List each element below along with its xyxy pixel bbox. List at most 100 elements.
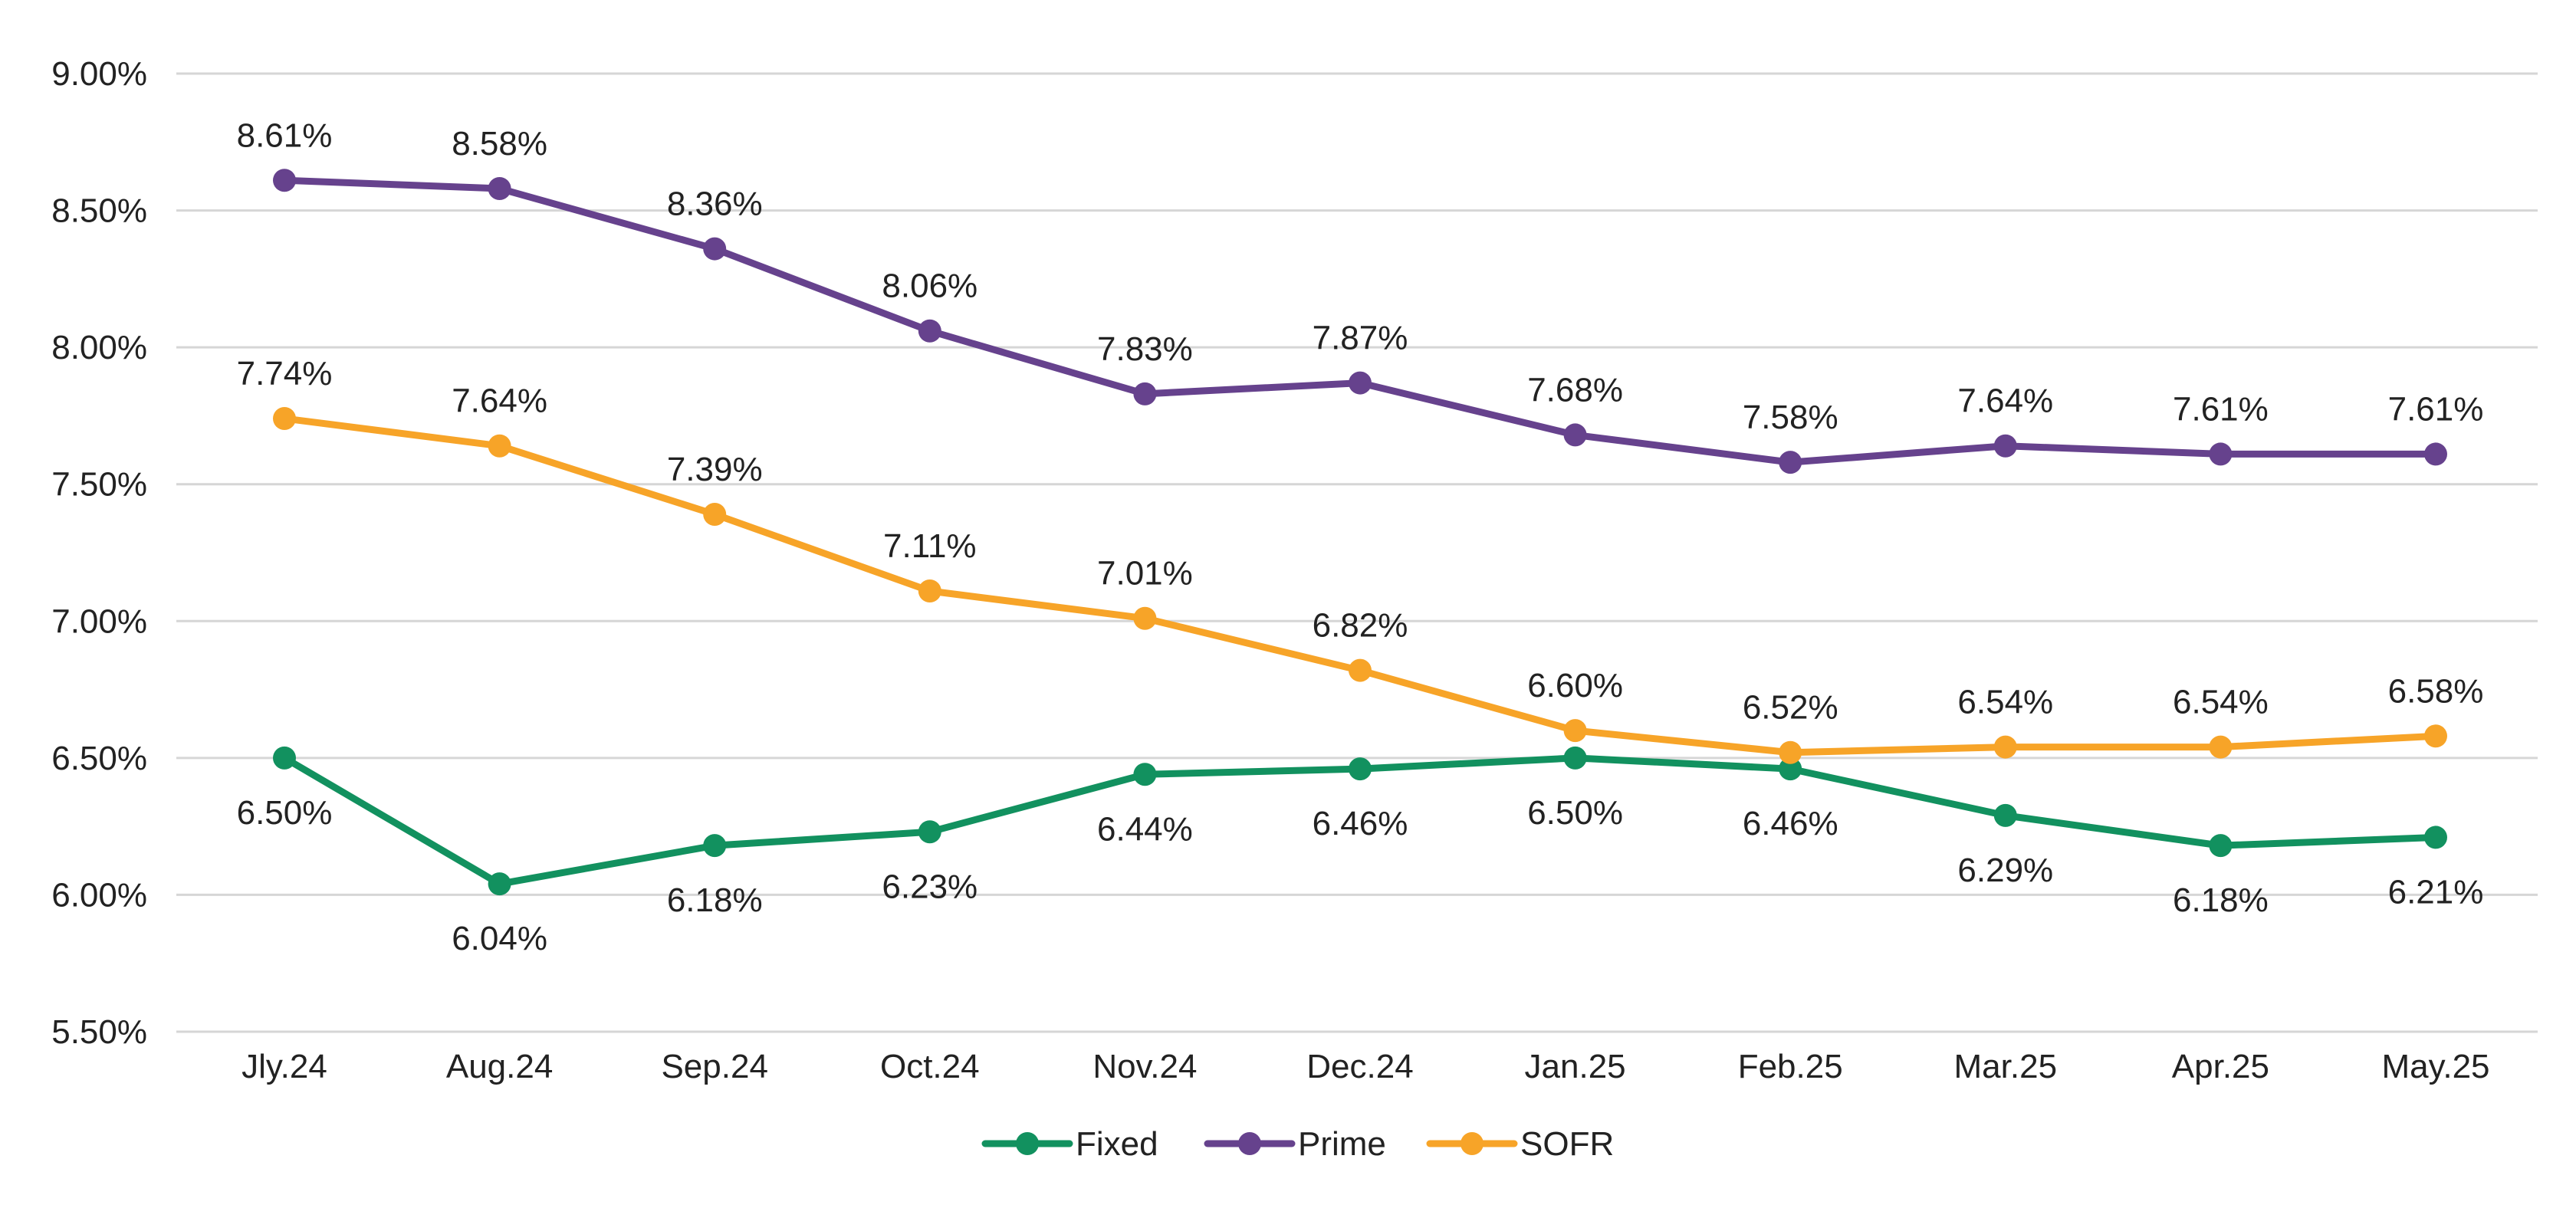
legend-item-sofr[interactable]: SOFR: [1426, 1125, 1614, 1163]
data-label-sofr: 7.01%: [1097, 555, 1193, 593]
data-point-prime[interactable]: [2424, 442, 2447, 466]
y-tick-label: 5.50%: [51, 1013, 147, 1051]
data-point-prime[interactable]: [1349, 371, 1372, 395]
data-point-prime[interactable]: [1779, 451, 1802, 474]
data-point-sofr[interactable]: [273, 407, 296, 430]
x-tick-label: Apr.25: [2172, 1048, 2269, 1085]
y-tick-label: 8.00%: [51, 329, 147, 366]
data-point-sofr[interactable]: [2209, 735, 2233, 759]
y-axis-tick-labels: 5.50% 6.00% 6.50% 7.00% 7.50% 8.00% 8.50% 9.00%: [51, 55, 147, 1051]
x-tick-label: Jan.25: [1525, 1048, 1626, 1085]
data-label-fixed: 6.21%: [2388, 873, 2484, 911]
data-label-prime: 7.87%: [1313, 320, 1408, 357]
data-label-sofr: 6.52%: [1743, 689, 1838, 727]
data-label-fixed: 6.04%: [452, 920, 547, 957]
data-label-fixed: 6.46%: [1743, 805, 1838, 842]
legend-item-prime[interactable]: Prime: [1204, 1125, 1386, 1163]
x-tick-label: Mar.25: [1954, 1048, 2058, 1085]
data-label-sofr: 7.64%: [452, 382, 547, 420]
legend[interactable]: Fixed Prime SOFR: [981, 1125, 1614, 1163]
data-label-fixed: 6.46%: [1313, 805, 1408, 842]
data-label-prime: 7.58%: [1743, 399, 1838, 436]
data-label-sofr: 6.54%: [1957, 684, 2053, 721]
series-prime: [273, 169, 2447, 474]
data-point-prime[interactable]: [1993, 434, 2017, 458]
data-point-prime[interactable]: [2209, 442, 2233, 466]
data-label-fixed: 6.44%: [1097, 810, 1193, 848]
data-point-fixed[interactable]: [2209, 834, 2233, 858]
y-tick-label: 9.00%: [51, 55, 147, 93]
data-label-sofr: 7.11%: [883, 527, 977, 565]
series-fixed: [273, 746, 2447, 896]
data-point-sofr[interactable]: [1133, 606, 1157, 630]
data-point-fixed[interactable]: [488, 872, 511, 896]
series-layer: [273, 169, 2447, 896]
data-label-prime: 8.36%: [667, 185, 763, 223]
data-point-sofr[interactable]: [1779, 740, 1802, 764]
legend-swatch-marker: [1016, 1132, 1039, 1155]
x-tick-label: Nov.24: [1092, 1048, 1197, 1085]
data-point-prime[interactable]: [703, 237, 727, 261]
data-point-prime[interactable]: [488, 177, 511, 200]
data-label-sofr: 6.58%: [2388, 672, 2484, 710]
x-tick-label: Oct.24: [880, 1048, 980, 1085]
data-point-prime[interactable]: [273, 169, 296, 192]
data-label-sofr: 7.74%: [237, 355, 333, 392]
series-sofr: [273, 407, 2447, 764]
x-tick-label: Aug.24: [446, 1048, 553, 1085]
data-point-fixed[interactable]: [1563, 746, 1587, 770]
data-label-sofr: 7.39%: [667, 451, 763, 488]
data-label-fixed: 6.23%: [882, 868, 978, 905]
data-point-sofr[interactable]: [488, 434, 511, 458]
x-axis-tick-labels: Jly.24 Aug.24 Sep.24 Oct.24 Nov.24 Dec.24 Jan.…: [242, 1048, 2489, 1085]
data-label-prime: 7.64%: [1957, 382, 2053, 420]
y-tick-label: 6.50%: [51, 740, 147, 777]
data-point-fixed[interactable]: [273, 746, 296, 770]
data-label-sofr: 6.82%: [1313, 607, 1408, 645]
data-point-sofr[interactable]: [703, 503, 727, 526]
legend-swatch-marker: [1460, 1132, 1484, 1155]
series-line-sofr: [281, 415, 2440, 757]
data-point-fixed[interactable]: [703, 834, 727, 858]
data-point-fixed[interactable]: [2424, 826, 2447, 849]
data-point-sofr[interactable]: [918, 579, 941, 602]
legend-label: Fixed: [1076, 1125, 1158, 1163]
legend-swatch-marker: [1238, 1132, 1261, 1155]
data-label-sofr: 6.54%: [2173, 684, 2269, 721]
data-point-sofr[interactable]: [1993, 735, 2017, 759]
x-tick-label: Sep.24: [661, 1048, 767, 1085]
legend-label: SOFR: [1520, 1125, 1614, 1163]
data-point-fixed[interactable]: [1349, 757, 1372, 781]
data-point-prime[interactable]: [918, 319, 941, 343]
y-tick-label: 7.00%: [51, 602, 147, 640]
x-tick-label: May.25: [2381, 1048, 2489, 1085]
data-label-fixed: 6.50%: [1527, 794, 1623, 832]
x-tick-label: Jly.24: [242, 1048, 327, 1085]
data-label-prime: 7.83%: [1097, 330, 1193, 368]
data-point-sofr[interactable]: [1349, 658, 1372, 682]
data-point-sofr[interactable]: [2424, 724, 2447, 748]
y-tick-label: 8.50%: [51, 192, 147, 230]
data-label-fixed: 6.18%: [667, 881, 763, 919]
y-tick-label: 6.00%: [51, 876, 147, 914]
data-point-sofr[interactable]: [1563, 719, 1587, 743]
data-point-fixed[interactable]: [918, 820, 941, 844]
data-label-prime: 7.61%: [2173, 390, 2269, 428]
data-point-prime[interactable]: [1563, 423, 1587, 447]
data-label-fixed: 6.29%: [1957, 852, 2053, 889]
legend-item-fixed[interactable]: Fixed: [981, 1125, 1158, 1163]
data-label-prime: 8.58%: [452, 125, 547, 162]
legend-label: Prime: [1298, 1125, 1386, 1163]
data-label-sofr: 6.60%: [1527, 667, 1623, 704]
data-point-fixed[interactable]: [1133, 763, 1157, 786]
x-tick-label: Dec.24: [1306, 1048, 1413, 1085]
data-label-prime: 7.68%: [1527, 371, 1623, 409]
x-tick-label: Feb.25: [1738, 1048, 1843, 1085]
data-point-fixed[interactable]: [1993, 803, 2017, 827]
data-label-fixed: 6.18%: [2173, 881, 2269, 919]
data-label-prime: 7.61%: [2388, 390, 2484, 428]
data-point-fixed[interactable]: [1779, 757, 1802, 781]
data-point-prime[interactable]: [1133, 382, 1157, 405]
